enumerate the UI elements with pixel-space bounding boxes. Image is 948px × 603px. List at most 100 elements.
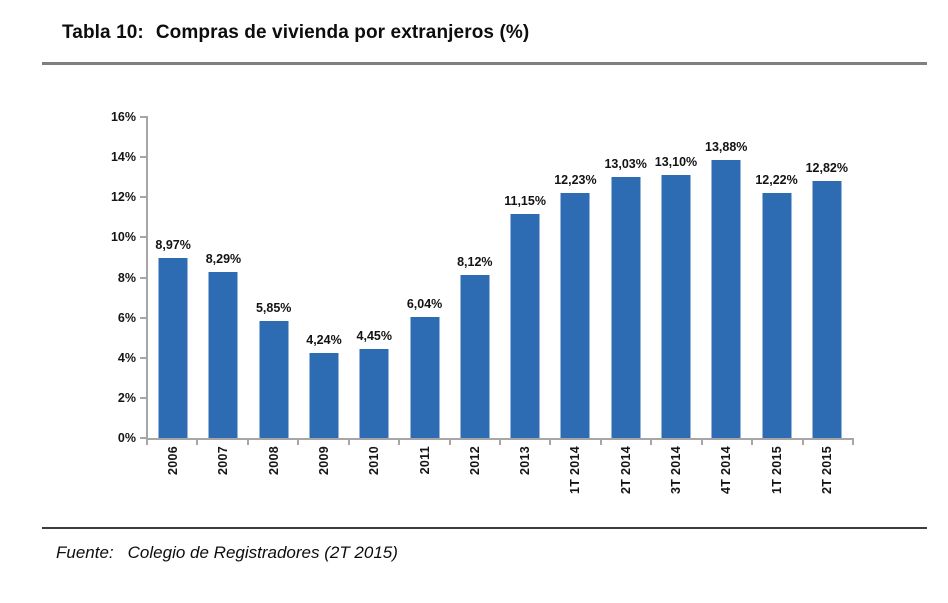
bar (259, 320, 289, 438)
x-tick-mark (751, 440, 754, 445)
bar-chart: 0% 2% 4% 6% 8% 10% 12% 14% 16% 8,97% 8,29% 5,85% 4,… (110, 110, 854, 516)
source-note: Fuente: Colegio de Registradores (2T 2015… (56, 543, 398, 563)
bar-group-2006: 8,97% (148, 117, 198, 438)
y-tick-mark (140, 437, 146, 439)
x-tick-label: 2010 (367, 446, 382, 476)
y-tick-label: 16% (110, 110, 136, 124)
x-tick-label: 4T 2014 (719, 446, 734, 494)
x-tick-label: 2007 (216, 446, 231, 476)
footer-divider (42, 527, 927, 529)
bar-group-2013: 11,15% (500, 117, 550, 438)
x-label-cell: 3T 2014 (651, 446, 701, 516)
x-axis-line (146, 438, 854, 440)
x-label-cell: 2011 (399, 446, 449, 516)
x-tick-label: 2T 2014 (618, 446, 633, 494)
x-tick-label: 2008 (266, 446, 281, 476)
y-tick-label: 8% (117, 270, 136, 285)
x-axis-labels: 2006 2007 2008 2009 2010 2011 2012 2013 1T 2014 2… (148, 446, 852, 516)
x-tick-mark (700, 440, 703, 445)
x-label-cell: 2008 (249, 446, 299, 516)
y-tick-label: 2% (117, 390, 136, 405)
x-label-cell: 4T 2014 (701, 446, 751, 516)
bar (359, 348, 389, 438)
bar-value-label: 4,24% (306, 332, 342, 347)
source-text: Colegio de Registradores (2T 2015) (127, 543, 398, 562)
x-tick-label: 2009 (316, 446, 331, 476)
bar (711, 159, 741, 438)
y-tick-mark (140, 316, 146, 319)
x-tick-mark (398, 440, 401, 445)
x-label-cell: 1T 2014 (550, 446, 600, 516)
x-tick-label: 2011 (417, 446, 432, 475)
plot-area: 8,97% 8,29% 5,85% 4,24% 4,45% 6,04% 8,12% 11,15… (148, 117, 852, 438)
bar-group-2t-2014: 13,03% (601, 117, 651, 438)
y-tick-mark (140, 116, 146, 118)
bar-value-label: 13,03% (604, 156, 647, 171)
bar-group-2009: 4,24% (299, 117, 349, 438)
x-tick-label: 3T 2014 (668, 446, 683, 494)
x-tick-label: 2006 (166, 446, 181, 476)
bar-value-label: 4,45% (356, 328, 392, 343)
x-tick-label: 2012 (467, 446, 482, 476)
x-tick-label: 2T 2015 (819, 446, 834, 494)
x-tick-mark (549, 440, 552, 445)
bar-value-label: 8,29% (205, 251, 242, 266)
y-tick-label: 14% (110, 150, 136, 165)
bar (762, 192, 792, 438)
bar-value-label: 6,04% (406, 296, 443, 311)
bar-group-2010: 4,45% (349, 117, 399, 438)
x-label-cell: 1T 2015 (751, 446, 801, 516)
bar-group-2012: 8,12% (450, 117, 500, 438)
bar (460, 275, 490, 438)
bar (560, 192, 590, 438)
bar-group-2007: 8,29% (198, 117, 248, 438)
bar-group-4t-2014: 13,88% (701, 117, 751, 438)
x-tick-mark (499, 440, 501, 445)
x-tick-mark (146, 440, 148, 445)
x-tick-mark (448, 440, 451, 445)
y-tick-label: 12% (110, 190, 136, 205)
table-number-label: Tabla 10: (62, 22, 144, 43)
bar-value-label: 8,12% (457, 255, 493, 270)
bar-group-1t-2014: 12,23% (550, 117, 600, 438)
bar (611, 176, 641, 438)
x-tick-mark (852, 440, 854, 445)
bar (410, 316, 440, 438)
bar-group-2011: 6,04% (399, 117, 449, 438)
x-label-cell: 2T 2014 (601, 446, 651, 516)
x-tick-mark (297, 440, 300, 445)
bar (510, 214, 540, 438)
bar-value-label: 12,82% (805, 160, 848, 175)
x-tick-label: 1T 2014 (568, 446, 583, 494)
x-tick-mark (599, 440, 602, 445)
bar-value-label: 8,97% (155, 238, 191, 253)
table-title-text: Compras de vivienda por extranjeros (%) (155, 22, 530, 43)
x-label-cell: 2009 (299, 446, 349, 516)
y-tick-mark (140, 276, 146, 279)
x-label-cell: 2T 2015 (802, 446, 852, 516)
bar-value-label: 13,10% (654, 155, 698, 170)
x-tick-label: 2013 (518, 446, 533, 476)
bar-value-label: 5,85% (255, 300, 292, 315)
bar (812, 180, 842, 438)
bar-group-2008: 5,85% (249, 117, 299, 438)
x-label-cell: 2007 (198, 446, 248, 516)
y-tick-mark (140, 156, 146, 159)
bar (309, 352, 339, 438)
y-tick-label: 4% (117, 350, 136, 365)
title-divider (42, 62, 927, 65)
x-tick-label: 1T 2015 (769, 446, 784, 494)
x-tick-mark (650, 440, 653, 445)
bar-group-3t-2014: 13,10% (651, 117, 701, 438)
y-tick-mark (140, 196, 146, 199)
x-label-cell: 2006 (148, 446, 198, 516)
x-tick-mark (801, 440, 804, 445)
bar (661, 175, 691, 438)
bar-value-label: 11,15% (504, 194, 546, 209)
y-tick-label: 6% (117, 310, 136, 325)
y-tick-mark (140, 396, 146, 399)
bar (158, 258, 188, 438)
y-tick-label: 0% (117, 431, 136, 445)
bar-value-label: 12,22% (755, 172, 798, 187)
